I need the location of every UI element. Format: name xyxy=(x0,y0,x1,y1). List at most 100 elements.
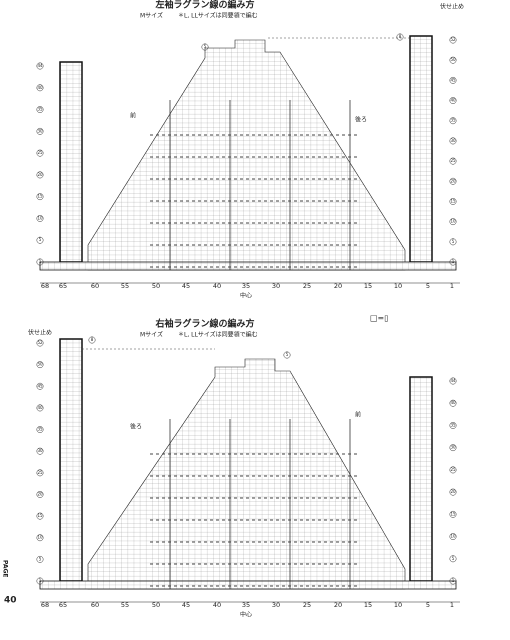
row-number: 15 xyxy=(450,198,456,203)
left-column xyxy=(59,338,83,582)
center-label: 中心 xyxy=(240,292,252,300)
stitch-number: 20 xyxy=(334,282,342,290)
row-number: 20 xyxy=(37,491,43,496)
row-number: 44 xyxy=(37,63,43,68)
marker-circle xyxy=(283,351,291,359)
row-number: 25 xyxy=(37,150,43,155)
row-number: 30 xyxy=(37,128,43,133)
row-number: 10 xyxy=(450,219,456,224)
row-number: 1 xyxy=(452,259,455,264)
row-marker xyxy=(36,84,44,92)
row-marker xyxy=(36,171,44,179)
size-note: ＊L, LLサイズは同要領で編む xyxy=(178,12,258,20)
row-marker xyxy=(449,76,457,84)
stitch-number: 60 xyxy=(91,282,99,290)
row-marker xyxy=(36,382,44,390)
base-strip xyxy=(39,580,457,590)
row-number: 35 xyxy=(450,118,456,123)
row-number: 20 xyxy=(37,172,43,177)
row-number: 52 xyxy=(450,37,456,42)
row-number: 30 xyxy=(450,445,456,450)
row-marker xyxy=(449,555,457,563)
stitch-number: 30 xyxy=(272,282,280,290)
row-number: 50 xyxy=(450,57,456,62)
row-marker xyxy=(449,533,457,541)
size-note: Mサイズ xyxy=(140,331,163,339)
row-number: 5 xyxy=(39,556,42,561)
stitch-number: 55 xyxy=(121,601,129,609)
row-marker xyxy=(36,62,44,70)
marker-circle xyxy=(201,43,209,51)
row-marker xyxy=(36,127,44,135)
row-marker xyxy=(449,466,457,474)
row-number: 1 xyxy=(39,259,42,264)
section-label: 前 xyxy=(130,112,136,120)
row-marker xyxy=(449,157,457,165)
row-marker xyxy=(449,399,457,407)
stitch-number: 30 xyxy=(272,601,280,609)
center-label: 中心 xyxy=(240,611,252,619)
marker-circle xyxy=(396,33,404,41)
marker-number: 5 xyxy=(204,44,207,49)
row-number: 25 xyxy=(37,470,43,475)
stitch-number: 35 xyxy=(242,282,250,290)
stitch-number: 45 xyxy=(182,601,190,609)
row-number: 40 xyxy=(37,85,43,90)
row-number: 50 xyxy=(37,362,43,367)
stitch-number: 1 xyxy=(450,601,454,609)
row-marker xyxy=(36,149,44,157)
marker-circle xyxy=(88,336,96,344)
stitch-number: 35 xyxy=(242,601,250,609)
row-marker xyxy=(36,258,44,266)
size-note: Mサイズ xyxy=(140,12,163,20)
row-number: 45 xyxy=(450,77,456,82)
stitch-number: 68 xyxy=(41,601,49,609)
chart-title: 右袖ラグラン線の編み方 xyxy=(154,318,254,330)
row-marker xyxy=(36,106,44,114)
page-label: PAGE xyxy=(2,560,9,578)
row-marker xyxy=(449,488,457,496)
row-number: 20 xyxy=(450,178,456,183)
stitch-number: 25 xyxy=(303,282,311,290)
row-marker xyxy=(449,137,457,145)
bind-off-label: 伏せ止め xyxy=(440,3,464,11)
stitch-number: 40 xyxy=(213,601,221,609)
stitch-number: 45 xyxy=(182,282,190,290)
row-number: 25 xyxy=(450,467,456,472)
row-marker xyxy=(36,491,44,498)
triangle-grid xyxy=(87,39,406,271)
row-number: 5 xyxy=(39,237,42,242)
row-marker xyxy=(449,444,457,452)
row-number: 40 xyxy=(450,98,456,103)
row-marker xyxy=(449,238,457,246)
stitch-number: 1 xyxy=(450,282,454,290)
stitch-number: 50 xyxy=(152,601,160,609)
row-marker xyxy=(36,236,44,244)
bind-off-label: 伏せ止め xyxy=(28,329,52,337)
row-marker xyxy=(449,177,457,185)
row-number: 35 xyxy=(37,107,43,112)
base-strip xyxy=(39,261,457,271)
marker-number: 5 xyxy=(286,352,289,357)
row-number: 5 xyxy=(452,239,455,244)
row-marker xyxy=(449,577,457,585)
row-number: 20 xyxy=(450,489,456,494)
stitch-number: 20 xyxy=(334,601,342,609)
row-number: 52 xyxy=(37,340,43,345)
right-column xyxy=(409,35,433,263)
stitch-number: 10 xyxy=(394,601,402,609)
row-number: 15 xyxy=(37,194,43,199)
size-note: ＊L, LLサイズは同要領で編む xyxy=(178,331,258,339)
row-marker xyxy=(36,404,44,412)
section-label: 後ろ xyxy=(130,423,142,431)
row-marker xyxy=(36,469,44,477)
stitch-number: 15 xyxy=(364,601,372,609)
row-marker xyxy=(36,339,44,347)
stitch-number: 15 xyxy=(364,282,372,290)
row-number: 44 xyxy=(450,378,456,383)
stitch-number: 68 xyxy=(41,282,49,290)
row-marker xyxy=(449,198,457,205)
row-number: 1 xyxy=(39,578,42,583)
stitch-number: 65 xyxy=(59,282,67,290)
